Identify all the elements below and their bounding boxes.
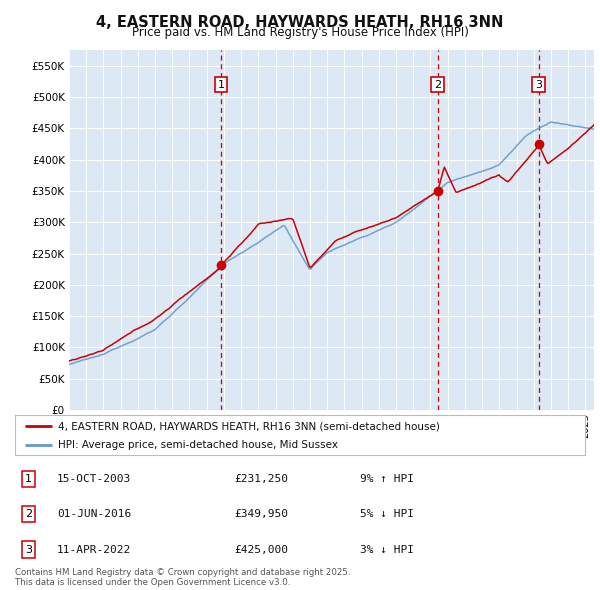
Text: 5% ↓ HPI: 5% ↓ HPI	[360, 509, 414, 519]
Text: 4, EASTERN ROAD, HAYWARDS HEATH, RH16 3NN: 4, EASTERN ROAD, HAYWARDS HEATH, RH16 3N…	[97, 15, 503, 30]
Text: £425,000: £425,000	[234, 545, 288, 555]
Text: £349,950: £349,950	[234, 509, 288, 519]
Text: Contains HM Land Registry data © Crown copyright and database right 2025.
This d: Contains HM Land Registry data © Crown c…	[15, 568, 350, 587]
Text: 2: 2	[25, 509, 32, 519]
Text: 4, EASTERN ROAD, HAYWARDS HEATH, RH16 3NN (semi-detached house): 4, EASTERN ROAD, HAYWARDS HEATH, RH16 3N…	[58, 421, 440, 431]
Text: Price paid vs. HM Land Registry's House Price Index (HPI): Price paid vs. HM Land Registry's House …	[131, 26, 469, 39]
Text: 9% ↑ HPI: 9% ↑ HPI	[360, 474, 414, 484]
Text: 3: 3	[25, 545, 32, 555]
Text: 3: 3	[535, 80, 542, 90]
Text: £231,250: £231,250	[234, 474, 288, 484]
Text: HPI: Average price, semi-detached house, Mid Sussex: HPI: Average price, semi-detached house,…	[58, 441, 338, 450]
Text: 15-OCT-2003: 15-OCT-2003	[57, 474, 131, 484]
Text: 2: 2	[434, 80, 441, 90]
Text: 3% ↓ HPI: 3% ↓ HPI	[360, 545, 414, 555]
Text: 11-APR-2022: 11-APR-2022	[57, 545, 131, 555]
Text: 01-JUN-2016: 01-JUN-2016	[57, 509, 131, 519]
Text: 1: 1	[25, 474, 32, 484]
Text: 1: 1	[217, 80, 224, 90]
